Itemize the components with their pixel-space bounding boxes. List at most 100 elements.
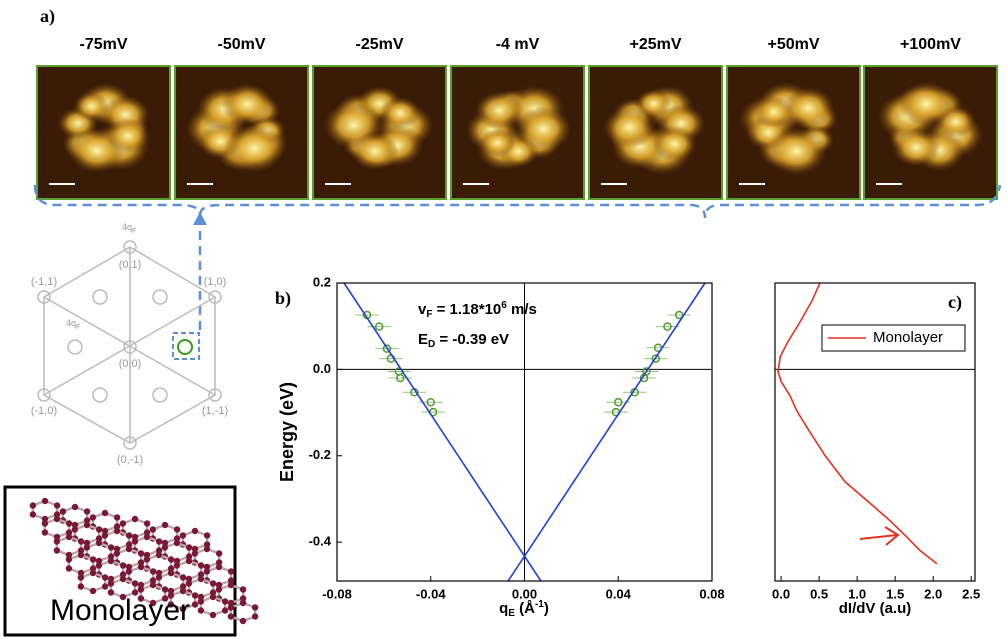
atom <box>95 557 103 565</box>
atom <box>53 502 61 509</box>
atom <box>107 589 115 596</box>
plot-frame <box>774 282 976 582</box>
atom <box>161 544 169 551</box>
atom <box>131 515 139 523</box>
atom <box>227 577 235 584</box>
x-tick-label: 0.0 <box>772 586 790 601</box>
atom <box>53 547 61 554</box>
blob <box>479 128 516 158</box>
atom <box>95 562 103 569</box>
atom <box>215 550 223 557</box>
atom <box>77 569 85 577</box>
atom <box>143 551 151 559</box>
image-label: -4 mV <box>496 36 540 53</box>
atom <box>191 601 199 608</box>
atom <box>161 586 169 593</box>
atom <box>239 595 247 602</box>
blob <box>380 96 421 129</box>
atom <box>203 545 211 553</box>
atom <box>149 526 157 533</box>
atom <box>167 592 175 599</box>
x-tick-label: 2.0 <box>924 586 942 601</box>
lattice <box>37 240 222 450</box>
atom <box>125 541 133 548</box>
atom <box>143 529 151 536</box>
atom <box>89 569 97 577</box>
image-label: +50mV <box>767 36 819 53</box>
atom <box>113 545 121 553</box>
atom <box>71 503 79 511</box>
atom <box>155 551 163 559</box>
text: F <box>132 228 136 235</box>
atom <box>161 521 169 529</box>
text: 4q <box>66 318 76 328</box>
atom <box>107 544 115 551</box>
plot-frame <box>336 282 713 582</box>
x-axis-label: qE (Å-1) <box>499 599 549 619</box>
x-tick-label: 0.00 <box>512 586 537 601</box>
blob <box>224 124 285 173</box>
atom <box>173 562 181 569</box>
atom <box>95 535 103 542</box>
y-tick-label: 0.2 <box>313 274 331 289</box>
annotation-arrow <box>884 526 900 546</box>
inset-label: Monolayer <box>50 594 190 627</box>
atom <box>137 550 145 557</box>
atom <box>119 520 127 527</box>
atom <box>77 547 85 554</box>
point <box>426 397 435 407</box>
atom <box>125 568 133 575</box>
atom <box>65 533 73 541</box>
atom <box>173 557 181 565</box>
x-tick-label: 0.04 <box>606 586 632 601</box>
text: v <box>418 301 427 318</box>
blob <box>652 126 697 162</box>
atom <box>29 511 37 518</box>
atom <box>215 559 223 566</box>
point <box>396 373 405 383</box>
atom <box>41 515 49 523</box>
blob <box>753 95 794 128</box>
atom <box>185 580 193 587</box>
atom <box>161 539 169 547</box>
atom <box>191 592 199 599</box>
atom <box>209 611 217 619</box>
atom <box>107 580 115 587</box>
atom <box>119 593 127 601</box>
atom <box>197 571 205 578</box>
atom <box>119 575 127 583</box>
atom <box>65 551 73 559</box>
point <box>382 344 392 353</box>
point <box>614 397 623 407</box>
text: = -0.39 eV <box>435 331 509 348</box>
atom <box>149 568 157 575</box>
point <box>663 322 672 331</box>
selection-box <box>172 332 200 360</box>
text: q <box>499 600 508 617</box>
atom <box>209 580 217 587</box>
honeycomb <box>29 497 259 625</box>
blob <box>350 131 399 171</box>
atom <box>89 514 97 521</box>
line <box>507 283 706 581</box>
atom <box>29 502 37 509</box>
image-label: -50mV <box>217 36 265 53</box>
atom <box>191 527 199 535</box>
atom <box>95 539 103 547</box>
atom <box>239 586 247 593</box>
x-tick-label: -0.08 <box>322 586 352 601</box>
atom <box>251 613 259 620</box>
blob <box>475 91 524 130</box>
atom <box>137 559 145 566</box>
atom <box>227 581 235 589</box>
atom <box>107 557 115 565</box>
text: 4q <box>122 222 132 232</box>
atom <box>83 544 91 551</box>
atom <box>137 563 145 571</box>
atom <box>119 562 127 569</box>
atom <box>131 538 139 545</box>
atom <box>155 569 163 577</box>
atom <box>179 532 187 539</box>
lattice-label: (0,1) <box>119 259 142 271</box>
text: D <box>428 339 435 350</box>
